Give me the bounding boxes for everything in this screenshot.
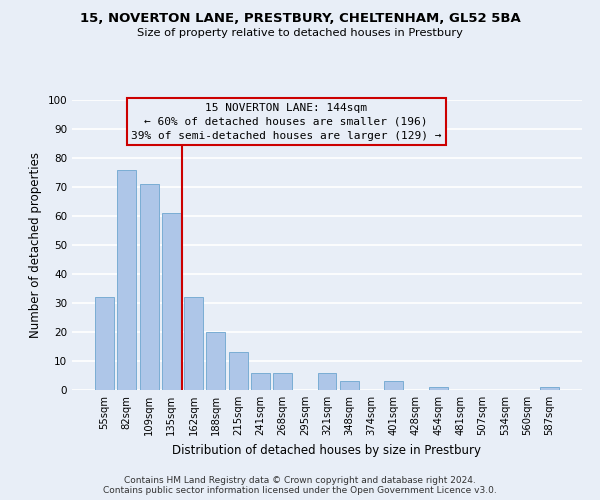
Text: 15, NOVERTON LANE, PRESTBURY, CHELTENHAM, GL52 5BA: 15, NOVERTON LANE, PRESTBURY, CHELTENHAM… bbox=[80, 12, 520, 26]
Bar bbox=[229, 352, 248, 390]
Bar bbox=[162, 213, 181, 390]
Text: Size of property relative to detached houses in Prestbury: Size of property relative to detached ho… bbox=[137, 28, 463, 38]
X-axis label: Distribution of detached houses by size in Prestbury: Distribution of detached houses by size … bbox=[173, 444, 482, 456]
Text: Contains public sector information licensed under the Open Government Licence v3: Contains public sector information licen… bbox=[103, 486, 497, 495]
Text: Contains HM Land Registry data © Crown copyright and database right 2024.: Contains HM Land Registry data © Crown c… bbox=[124, 476, 476, 485]
Bar bbox=[118, 170, 136, 390]
Bar bbox=[140, 184, 158, 390]
Bar bbox=[273, 372, 292, 390]
Bar bbox=[384, 382, 403, 390]
Y-axis label: Number of detached properties: Number of detached properties bbox=[29, 152, 42, 338]
Bar bbox=[429, 387, 448, 390]
Bar bbox=[340, 382, 359, 390]
Bar bbox=[540, 387, 559, 390]
Bar bbox=[184, 297, 203, 390]
Bar bbox=[206, 332, 225, 390]
Bar bbox=[317, 372, 337, 390]
Text: 15 NOVERTON LANE: 144sqm
← 60% of detached houses are smaller (196)
39% of semi-: 15 NOVERTON LANE: 144sqm ← 60% of detach… bbox=[131, 103, 442, 141]
Bar bbox=[251, 372, 270, 390]
Bar bbox=[95, 297, 114, 390]
